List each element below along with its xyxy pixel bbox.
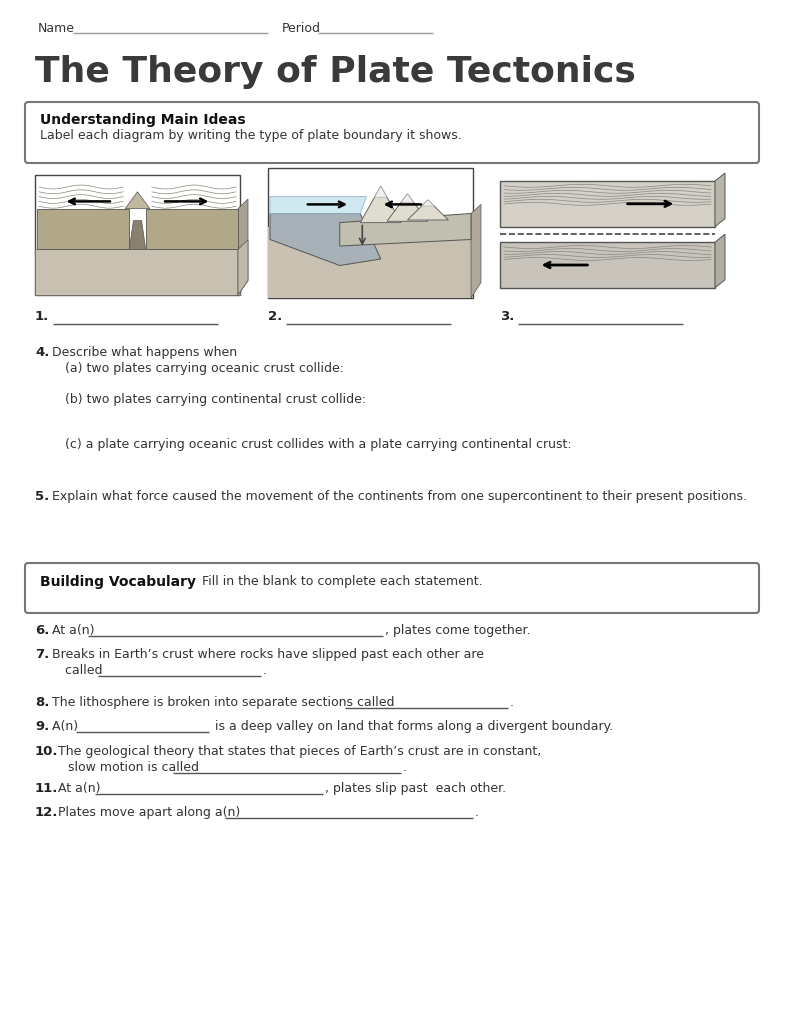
Text: .: .: [263, 664, 267, 677]
Polygon shape: [268, 226, 473, 298]
Polygon shape: [387, 194, 428, 221]
Polygon shape: [715, 173, 725, 226]
Polygon shape: [238, 199, 248, 295]
Polygon shape: [146, 209, 238, 250]
Text: Understanding Main Ideas: Understanding Main Ideas: [40, 113, 246, 127]
Polygon shape: [500, 243, 715, 288]
Text: 12.: 12.: [35, 806, 59, 819]
Text: , plates come together.: , plates come together.: [385, 624, 531, 637]
Polygon shape: [129, 220, 146, 250]
Text: .: .: [510, 696, 514, 709]
Text: 7.: 7.: [35, 648, 49, 662]
Polygon shape: [270, 197, 366, 213]
Text: (b) two plates carrying continental crust collide:: (b) two plates carrying continental crus…: [65, 393, 366, 406]
Text: slow motion is called: slow motion is called: [68, 761, 203, 774]
FancyBboxPatch shape: [268, 168, 473, 298]
Text: 5.: 5.: [35, 490, 49, 503]
Text: Label each diagram by writing the type of plate boundary it shows.: Label each diagram by writing the type o…: [40, 129, 462, 142]
Polygon shape: [37, 209, 129, 250]
Polygon shape: [35, 250, 240, 295]
Text: (a) two plates carrying oceanic crust collide:: (a) two plates carrying oceanic crust co…: [65, 362, 344, 375]
Polygon shape: [407, 200, 448, 220]
Text: Name: Name: [38, 22, 75, 35]
Text: 8.: 8.: [35, 696, 49, 709]
FancyBboxPatch shape: [35, 175, 240, 295]
Text: 4.: 4.: [35, 346, 49, 359]
Text: .: .: [403, 761, 407, 774]
Polygon shape: [715, 234, 725, 288]
Polygon shape: [500, 181, 715, 226]
FancyBboxPatch shape: [25, 563, 759, 613]
Text: 10.: 10.: [35, 745, 59, 758]
Text: 11.: 11.: [35, 782, 59, 795]
Text: At a(n): At a(n): [58, 782, 104, 795]
Text: , plates slip past  each other.: , plates slip past each other.: [325, 782, 506, 795]
Text: Period: Period: [282, 22, 321, 35]
Polygon shape: [375, 186, 387, 197]
Text: Plates move apart along a(n): Plates move apart along a(n): [58, 806, 244, 819]
Polygon shape: [125, 191, 149, 209]
Text: The Theory of Plate Tectonics: The Theory of Plate Tectonics: [35, 55, 636, 89]
Text: Building Vocabulary: Building Vocabulary: [40, 575, 196, 589]
FancyBboxPatch shape: [25, 102, 759, 163]
Text: A(n): A(n): [52, 720, 82, 733]
Text: 1.: 1.: [35, 310, 49, 323]
Text: 6.: 6.: [35, 624, 49, 637]
Polygon shape: [340, 213, 471, 246]
Text: The lithosphere is broken into separate sections called: The lithosphere is broken into separate …: [52, 696, 399, 709]
Text: At a(n): At a(n): [52, 624, 99, 637]
Text: called: called: [65, 664, 107, 677]
Polygon shape: [422, 200, 434, 206]
Text: Breaks in Earth’s crust where rocks have slipped past each other are: Breaks in Earth’s crust where rocks have…: [52, 648, 484, 662]
Text: (c) a plate carrying oceanic crust collides with a plate carrying continental cr: (c) a plate carrying oceanic crust colli…: [65, 438, 572, 451]
Text: 3.: 3.: [500, 310, 514, 323]
Polygon shape: [471, 205, 481, 298]
Text: Describe what happens when: Describe what happens when: [52, 346, 237, 359]
Polygon shape: [270, 213, 380, 265]
Text: Fill in the blank to complete each statement.: Fill in the blank to complete each state…: [190, 575, 483, 588]
Text: The geological theory that states that pieces of Earth’s crust are in constant,: The geological theory that states that p…: [58, 745, 541, 758]
Polygon shape: [238, 240, 248, 295]
Polygon shape: [401, 194, 414, 202]
Text: 2.: 2.: [268, 310, 282, 323]
Text: is a deep valley on land that forms along a divergent boundary.: is a deep valley on land that forms alon…: [211, 720, 613, 733]
Polygon shape: [360, 186, 401, 222]
Text: Explain what force caused the movement of the continents from one supercontinent: Explain what force caused the movement o…: [52, 490, 747, 503]
Text: 9.: 9.: [35, 720, 49, 733]
Text: .: .: [475, 806, 479, 819]
